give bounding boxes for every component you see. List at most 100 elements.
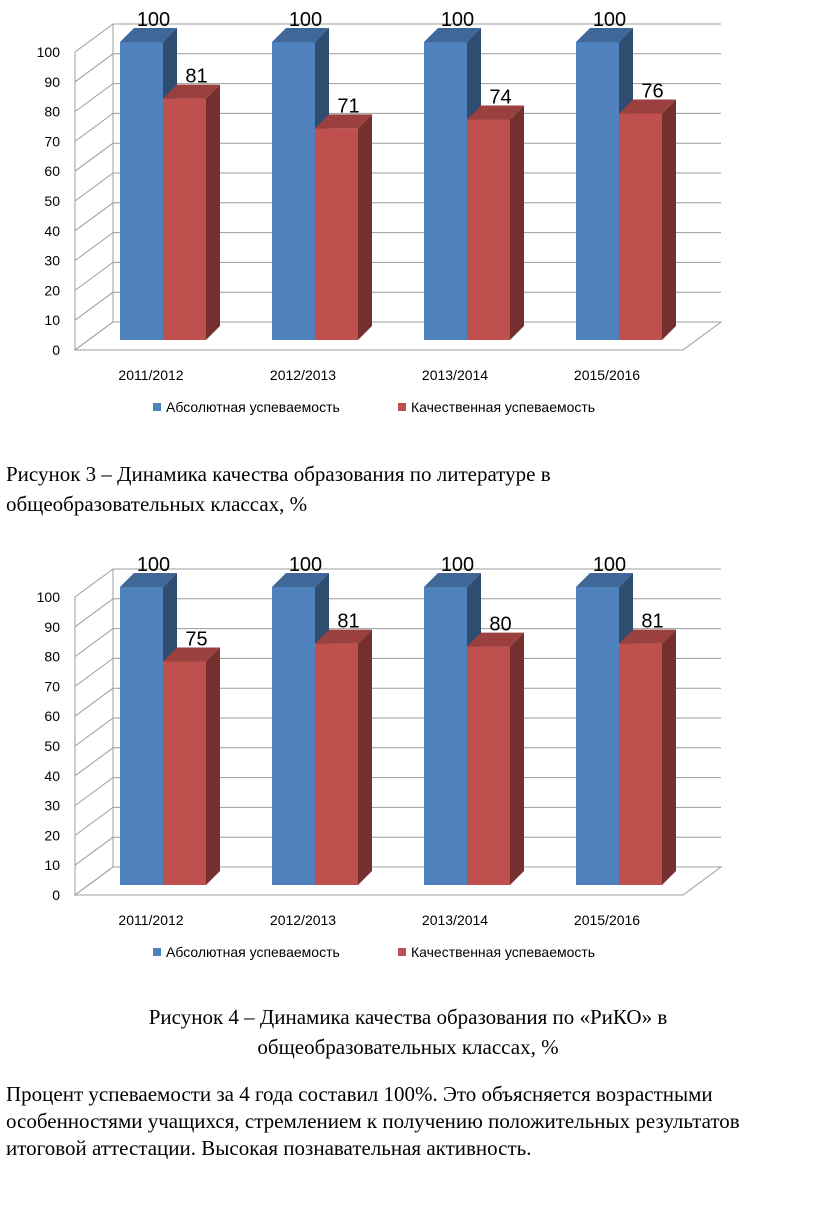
legend-swatch (153, 403, 161, 411)
bar-top (272, 573, 329, 587)
bar-front (576, 587, 619, 885)
gridline-diagonal (74, 657, 114, 687)
data-label: 100 (441, 9, 474, 31)
bar-top (467, 105, 524, 120)
chart-figure-4: 0 10 20 30 40 50 60 70 80 90 100 100 75 100 81 100 80 100… (0, 545, 816, 970)
bar-front (467, 119, 510, 340)
data-label: 100 (593, 9, 626, 31)
data-label: 81 (641, 611, 663, 633)
y-tick-label: 0 (52, 342, 60, 358)
data-label: 100 (289, 9, 322, 31)
bar-quality-2012/2013 (315, 114, 372, 340)
bar-top (315, 629, 372, 644)
gridline-diagonal (74, 777, 114, 807)
x-tick-label: 2011/2012 (118, 912, 183, 928)
bar-front (315, 128, 358, 340)
y-tick-label: 70 (44, 133, 60, 149)
y-tick-label: 40 (44, 768, 60, 784)
gridline-diagonal (74, 747, 114, 777)
y-tick-label: 30 (44, 798, 60, 814)
y-tick-label: 20 (44, 827, 60, 843)
y-tick-label: 70 (44, 678, 60, 694)
gridline-diagonal (74, 598, 114, 628)
chart-2-bars (120, 573, 676, 885)
x-tick-label: 2012/2013 (270, 912, 336, 928)
bar-front (619, 113, 662, 341)
chart-1-bars (120, 28, 676, 341)
y-tick-label: 50 (44, 193, 60, 209)
bar-side (662, 629, 676, 885)
chart-1-svg: 0102030405060708090100100811007110074100… (37, 9, 723, 415)
x-tick-label: 2013/2014 (422, 367, 488, 383)
bar-top (619, 629, 676, 644)
data-label: 74 (489, 86, 511, 108)
bar-top (163, 84, 220, 99)
bar-quality-2013/2014 (467, 632, 524, 885)
bar-top (272, 28, 329, 42)
y-tick-label: 20 (44, 282, 60, 298)
bar-side (358, 114, 372, 340)
data-label: 81 (185, 66, 207, 88)
x-tick-label: 2012/2013 (270, 367, 336, 383)
bar-front (424, 42, 467, 340)
y-tick-label: 40 (44, 223, 60, 239)
figure-4-caption-line1: Рисунок 4 – Динамика качества образовани… (148, 1005, 668, 1029)
gridline-diagonal (74, 83, 114, 113)
y-tick-label: 30 (44, 253, 60, 269)
gridline-diagonal (74, 291, 114, 321)
bar-top (576, 28, 633, 42)
bar-quality-2011/2012 (163, 84, 220, 341)
gridline-diagonal (74, 261, 114, 291)
y-tick-label: 90 (44, 619, 60, 635)
bar-front (619, 643, 662, 885)
bar-front (424, 587, 467, 885)
chart-2-y-ticks: 0 10 20 30 40 50 60 70 80 90 100 (37, 589, 61, 903)
y-tick-label: 60 (44, 708, 60, 724)
data-label: 100 (441, 554, 474, 576)
data-label: 100 (593, 554, 626, 576)
bar-top (467, 632, 524, 647)
bar-front (467, 646, 510, 885)
bar-front (163, 661, 206, 885)
gridline-diagonal (74, 687, 114, 717)
y-tick-label: 100 (37, 589, 61, 605)
gridline-diagonal (74, 836, 114, 866)
floor (73, 321, 723, 351)
figure-3-caption-line1: Рисунок 3 – Динамика качества образовани… (6, 462, 551, 486)
gridline-diagonal (74, 806, 114, 836)
chart-1-data-labels: 100 81 100 71 100 74 100 76 (137, 9, 664, 117)
bar-top (120, 28, 177, 42)
x-tick-label: 2015/2016 (574, 367, 640, 383)
bar-side (510, 632, 524, 885)
bar-front (120, 42, 163, 340)
gridline-diagonal (74, 112, 114, 142)
bar-quality-2012/2013 (315, 629, 372, 885)
chart-1-y-ticks: 0 10 20 30 40 50 60 70 80 90 100 (37, 44, 61, 358)
chart-2-data-labels: 100 75 100 81 100 80 100 81 (137, 554, 664, 651)
y-tick-label: 10 (44, 857, 60, 873)
legend-label: Абсолютная успеваемость (166, 399, 340, 415)
chart-2-legend: Абсолютная успеваемость Качественная успе… (153, 944, 595, 960)
y-tick-label: 0 (52, 887, 60, 903)
y-tick-label: 90 (44, 74, 60, 90)
bar-front (163, 98, 206, 341)
bar-front (315, 643, 358, 885)
floor (73, 866, 723, 896)
figure-4-caption: Рисунок 4 – Динамика качества образовани… (0, 1002, 816, 1062)
gridline-diagonal (74, 232, 114, 262)
legend-label: Качественная успеваемость (411, 399, 595, 415)
bar-top (120, 573, 177, 587)
gridline-diagonal (74, 172, 114, 202)
data-label: 71 (337, 95, 359, 117)
legend-swatch (398, 403, 406, 411)
body-paragraph: Процент успеваемости за 4 года составил … (6, 1082, 740, 1160)
y-tick-label: 80 (44, 649, 60, 665)
data-label: 100 (137, 554, 170, 576)
x-tick-label: 2013/2014 (422, 912, 488, 928)
bar-top (315, 114, 372, 129)
y-tick-label: 50 (44, 738, 60, 754)
figure-3-caption-line2: общеобразовательных классах, % (6, 492, 308, 516)
bar-front (272, 42, 315, 340)
data-label: 100 (289, 554, 322, 576)
gridline-diagonal (74, 202, 114, 232)
